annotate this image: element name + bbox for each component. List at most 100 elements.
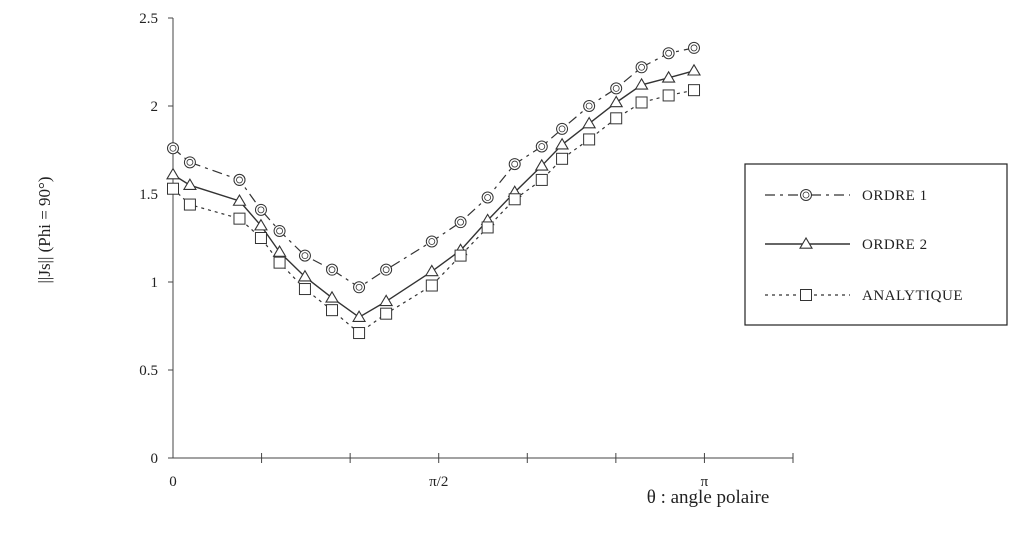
marker-circle [326, 263, 339, 276]
marker-inner [457, 218, 464, 226]
marker-inner [301, 252, 309, 260]
marker-square [481, 221, 494, 234]
marker-triangle [555, 137, 570, 150]
series-analytique [167, 84, 701, 340]
x-tick-label: π [701, 474, 709, 490]
marker-outer [380, 263, 393, 276]
marker-circle [425, 235, 438, 248]
marker-circle [688, 41, 701, 54]
y-axis-title: ||Js|| (Phi = 90°) [35, 177, 54, 284]
marker-square [610, 112, 623, 125]
series-layer [166, 41, 701, 340]
marker-square [425, 279, 438, 292]
marker-outer [635, 61, 648, 74]
marker-outer [167, 142, 179, 155]
marker-inner [802, 191, 810, 199]
marker-square [353, 327, 366, 340]
marker-inner [690, 44, 698, 52]
marker-outer [273, 224, 286, 237]
marker-circle [454, 216, 467, 229]
marker-circle [380, 263, 393, 276]
marker-circle [635, 61, 648, 74]
legend-label: ANALYTIQUE [862, 288, 963, 304]
marker-triangle [297, 269, 312, 282]
marker-inner [328, 266, 336, 274]
marker-square [167, 182, 179, 195]
marker-triangle [166, 167, 180, 180]
marker-circle [273, 224, 286, 237]
marker-square [535, 173, 548, 186]
marker-square [662, 89, 675, 102]
legend-item: ANALYTIQUE [765, 288, 963, 304]
marker-triangle [325, 290, 339, 303]
marker-circle [535, 140, 548, 153]
marker-inner [276, 227, 283, 235]
marker-circle [800, 189, 812, 201]
marker-square [298, 283, 311, 296]
marker-square [688, 84, 701, 97]
marker-circle [233, 173, 246, 186]
marker-outer [481, 191, 494, 204]
marker-inner [428, 238, 436, 245]
marker-circle [353, 281, 366, 294]
y-tick-label: 1.5 [139, 187, 158, 203]
marker-triangle [687, 63, 701, 76]
marker-outer [583, 100, 596, 112]
marker-outer [326, 263, 339, 276]
marker-square [454, 249, 467, 262]
x-tick-label: 0 [169, 474, 177, 490]
legend-items: ORDRE 1 ORDRE 2 ANALYTIQUE [765, 188, 963, 304]
marker-outer [688, 41, 701, 54]
marker-triangle [182, 178, 197, 190]
x-axis-title: θ : angle polaire [647, 487, 770, 508]
marker-outer [353, 281, 366, 294]
y-tick-label: 2.5 [139, 11, 158, 27]
marker-inner [585, 102, 593, 110]
marker-circle [556, 122, 569, 135]
series-ordre-1 [167, 41, 701, 294]
marker-square [583, 133, 596, 146]
x-ticks: 0 π/2 π [169, 453, 794, 490]
marker-triangle [254, 218, 268, 231]
marker-triangle [379, 294, 394, 307]
legend-item: ORDRE 1 [765, 188, 928, 204]
marker-outer [233, 173, 246, 186]
marker-square [556, 152, 569, 165]
marker-inner [558, 125, 566, 133]
marker-square [273, 256, 286, 269]
marker-outer [298, 249, 311, 262]
marker-square [800, 289, 812, 301]
y-tick-label: 1 [151, 275, 159, 291]
marker-square [380, 307, 393, 320]
marker-circle [167, 142, 179, 155]
marker-triangle [609, 95, 624, 108]
marker-circle [183, 156, 196, 169]
marker-triangle [661, 70, 676, 83]
marker-inner [186, 158, 194, 166]
marker-inner [638, 63, 645, 71]
marker-triangle [634, 77, 649, 90]
marker-circle [662, 47, 675, 60]
legend-label: ORDRE 2 [862, 237, 928, 253]
marker-inner [665, 49, 673, 57]
marker-triangle [232, 193, 247, 206]
y-tick-label: 0 [151, 451, 159, 467]
marker-triangle [582, 116, 597, 129]
marker-inner [484, 194, 492, 201]
marker-inner [538, 143, 546, 150]
marker-outer [425, 235, 438, 248]
legend-item: ORDRE 2 [765, 236, 928, 253]
marker-outer [183, 156, 196, 169]
legend-label: ORDRE 1 [862, 188, 928, 204]
marker-outer [254, 203, 267, 216]
marker-circle [254, 203, 267, 216]
marker-outer [662, 47, 675, 60]
marker-triangle [799, 236, 813, 249]
marker-circle [583, 100, 596, 112]
marker-circle [508, 158, 521, 171]
marker-triangle [424, 264, 439, 277]
series-line [172, 89, 695, 334]
marker-square [635, 96, 648, 109]
marker-square [233, 212, 246, 225]
